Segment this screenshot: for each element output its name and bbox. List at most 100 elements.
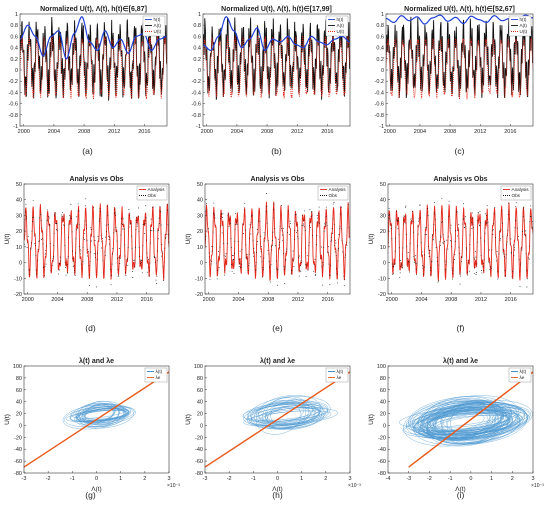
obs-point — [332, 203, 334, 205]
obs-point — [160, 211, 162, 213]
obs-point — [98, 220, 100, 222]
x-tick-label: 1 — [300, 476, 303, 482]
obs-point — [456, 211, 458, 213]
obs-point — [429, 250, 431, 252]
obs-point — [298, 275, 300, 277]
legend-label: λ(t) — [156, 369, 163, 374]
obs-point — [407, 252, 409, 253]
obs-point — [505, 253, 507, 255]
obs-point — [257, 220, 259, 222]
obs-point — [262, 276, 264, 278]
obs-point — [272, 217, 274, 219]
obs-point — [72, 266, 74, 268]
y-tick-label: 0 — [15, 68, 18, 74]
obs-point — [443, 242, 445, 244]
obs-point — [452, 278, 453, 280]
obs-point — [141, 260, 143, 262]
obs-point — [296, 224, 298, 226]
x-tick-label: 2008 — [445, 297, 457, 303]
obs-point — [49, 225, 51, 227]
obs-point — [234, 240, 236, 242]
y-tick-label: -20 — [378, 435, 386, 441]
lambda-loop — [423, 410, 530, 436]
obs-point — [87, 248, 89, 250]
obs-point — [513, 244, 514, 246]
y-tick-label: 0.4 — [376, 46, 384, 52]
y-tick-label: 1 — [381, 12, 384, 18]
plot-data — [20, 16, 167, 101]
lambda-loop — [440, 401, 507, 436]
obs-point — [314, 275, 316, 276]
obs-point — [216, 278, 218, 280]
x-tick-label: 2 — [511, 476, 514, 482]
obs-point — [138, 247, 140, 249]
legend-label: U(t) — [154, 29, 162, 34]
obs-point — [71, 231, 73, 233]
obs-point — [486, 222, 488, 224]
obs-point — [468, 270, 470, 272]
lambda-loop — [257, 400, 305, 424]
lambda-loop — [426, 410, 510, 432]
obs-point — [463, 217, 465, 219]
obs-point — [135, 220, 137, 221]
obs-point — [277, 269, 279, 270]
obs-point — [209, 278, 211, 280]
obs-point — [63, 215, 65, 217]
obs-point — [400, 266, 402, 268]
obs-point — [63, 225, 65, 227]
obs-point — [89, 261, 91, 263]
obs-point — [105, 236, 107, 238]
obs-point — [31, 242, 33, 244]
obs-point — [57, 273, 59, 275]
lambda-loop — [243, 403, 329, 427]
y-tick-label: 0.4 — [10, 46, 18, 52]
obs-point — [248, 264, 249, 266]
legend: h(t)Λ(t)U(t) — [142, 15, 166, 37]
x-tick-label: 2008 — [261, 129, 273, 135]
y-tick-label: -0.2 — [9, 79, 18, 85]
series-lambda-line — [203, 17, 350, 100]
obs-point — [518, 236, 519, 238]
obs-point — [454, 253, 456, 255]
obs-point — [117, 276, 119, 278]
obs-point — [218, 255, 220, 257]
obs-point — [324, 223, 326, 225]
legend-label: λ(t) — [337, 369, 344, 374]
obs-point — [323, 230, 325, 232]
obs-point — [330, 265, 331, 267]
x-tick-label: 2016 — [321, 129, 333, 135]
y-tick-label: 20 — [16, 412, 22, 418]
obs-point — [297, 237, 299, 239]
obs-point — [42, 243, 44, 245]
obs-point — [391, 238, 393, 240]
lambda-loop — [420, 403, 517, 439]
obs-point — [155, 279, 157, 281]
obs-point — [473, 272, 475, 274]
y-tick-label: 1 — [15, 12, 18, 18]
obs-point — [48, 215, 50, 217]
x-tick-label: 2000 — [384, 129, 396, 135]
obs-point — [207, 228, 209, 230]
y-tick-label: 100 — [194, 364, 203, 370]
obs-point — [512, 271, 514, 273]
obs-point — [82, 260, 84, 262]
obs-point — [346, 242, 348, 244]
chart-title: Analysis vs Obs — [433, 176, 487, 183]
obs-point — [389, 218, 391, 220]
obs-point — [400, 259, 402, 261]
obs-point — [111, 263, 113, 265]
legend-label: Obs — [148, 193, 157, 198]
obs-point — [479, 225, 481, 227]
x-tick-label: 2016 — [505, 297, 517, 303]
obs-point — [410, 220, 412, 222]
obs-point — [497, 278, 499, 280]
obs-point — [507, 229, 509, 231]
obs-point — [331, 239, 333, 241]
obs-point — [509, 243, 511, 245]
lambda-loop — [82, 400, 119, 427]
x-tick-label: 2016 — [322, 297, 334, 303]
obs-point — [298, 257, 299, 259]
obs-point — [79, 246, 81, 247]
y-tick-label: 0 — [381, 68, 384, 74]
